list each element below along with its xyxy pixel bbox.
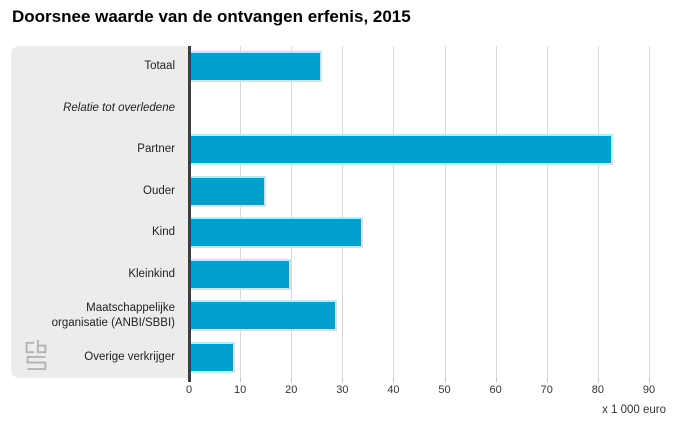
x-tick-label: 20 — [285, 384, 298, 396]
y-axis-line — [188, 46, 191, 382]
category-label: Kleinkind — [128, 267, 175, 280]
bar — [189, 258, 292, 290]
gridline-x-70 — [546, 46, 548, 378]
plot-area — [189, 46, 683, 378]
category-row: Kind — [11, 212, 189, 254]
category-row: Relatie tot overledene — [11, 88, 189, 130]
bar — [189, 300, 338, 332]
category-row: Ouder — [11, 171, 189, 213]
x-tick-mark — [495, 378, 497, 382]
bar — [189, 134, 614, 166]
cbs-logo-b — [36, 339, 47, 354]
cbs-logo-s — [26, 355, 47, 371]
x-tick-label: 40 — [387, 384, 400, 396]
gridline-x-20 — [291, 46, 293, 378]
gridline-x-80 — [597, 46, 599, 378]
category-group-header: Relatie tot overledene — [63, 101, 175, 114]
category-row: Partner — [11, 129, 189, 171]
category-label: Totaal — [144, 60, 175, 73]
x-axis: 0 10 20 30 40 50 60 70 80 90 — [185, 384, 693, 400]
x-tick-label: 10 — [233, 384, 247, 396]
x-tick-mark — [444, 378, 446, 382]
category-label: Overige verkrijger — [84, 350, 175, 363]
category-row: Maatschappelijke organisatie (ANBI/SBBI) — [11, 295, 189, 337]
cbs-logo-c — [25, 341, 35, 354]
x-tick-mark — [291, 378, 293, 382]
gridline-x-90 — [649, 46, 650, 378]
gridline-x-40 — [393, 46, 395, 378]
x-tick-label: 70 — [540, 384, 553, 396]
category-label: Ouder — [143, 184, 175, 197]
x-tick-mark — [342, 378, 344, 382]
x-tick-label: 0 — [185, 384, 193, 396]
category-row: Kleinkind — [11, 254, 189, 296]
category-row: Totaal — [11, 46, 189, 88]
x-tick-mark — [597, 378, 599, 382]
gridline-x-60 — [495, 46, 497, 378]
bar — [189, 217, 363, 249]
x-axis-unit-label: x 1 000 euro — [602, 404, 666, 416]
gridline-x-10 — [240, 46, 242, 378]
cbs-logo — [23, 339, 49, 371]
x-tick-label: 60 — [489, 384, 502, 396]
category-row: Overige verkrijger — [11, 337, 189, 379]
bar — [189, 341, 235, 373]
category-label: Kind — [151, 226, 175, 239]
chart-title: Doorsnee waarde van de ontvangen erfenis… — [12, 7, 411, 26]
x-tick-mark — [240, 378, 242, 382]
bar — [189, 51, 322, 83]
gridline-x-50 — [444, 46, 446, 378]
x-tick-label: 90 — [642, 384, 656, 396]
category-label-panel: Totaal Relatie tot overledene Partner Ouder… — [11, 46, 189, 378]
x-tick-mark — [393, 378, 395, 382]
x-tick-mark — [649, 378, 650, 382]
category-label: Partner — [137, 143, 175, 156]
x-tick-mark — [189, 378, 190, 382]
x-tick-mark — [546, 378, 548, 382]
x-tick-label: 50 — [438, 384, 451, 396]
x-tick-label: 80 — [591, 384, 604, 396]
x-tick-label: 30 — [336, 384, 349, 396]
gridline-x-30 — [342, 46, 344, 378]
bar — [189, 175, 266, 207]
category-label: Maatschappelijke organisatie (ANBI/SBBI) — [51, 301, 175, 329]
